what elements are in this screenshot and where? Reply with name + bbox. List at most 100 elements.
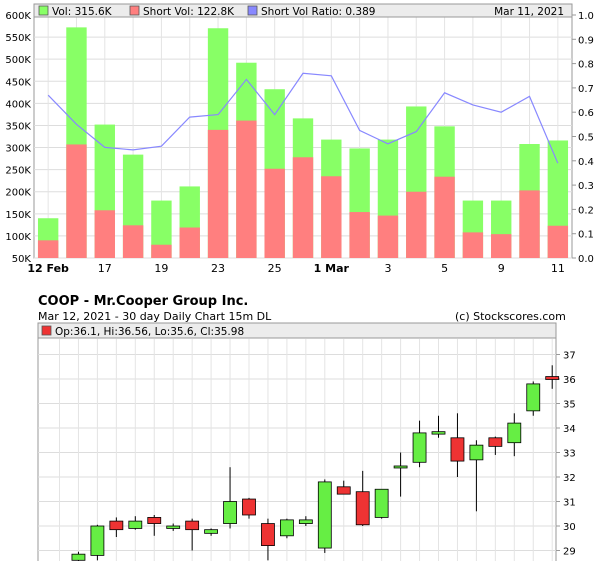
chart-credit: (c) Stockscores.com [455, 310, 566, 323]
candle-body [488, 437, 503, 447]
volume-x-tick-label: 9 [498, 262, 505, 275]
price-y-tick-label: 32 [563, 473, 576, 484]
ratio-y-tick-label: 0.5 [578, 133, 594, 144]
short-vol-bar [292, 157, 314, 258]
price-plot-area [37, 322, 557, 561]
price-y-tick-label: 36 [563, 375, 576, 386]
ratio-y-tick-label: 0.7 [578, 84, 594, 95]
candle-body [526, 383, 541, 412]
ratio-y-tick-label: 0.6 [578, 108, 594, 119]
volume-x-tick-label: 25 [268, 262, 282, 275]
candle-body [469, 444, 484, 461]
volume-y-tick-label: 150K [5, 210, 31, 221]
candle-body [355, 491, 370, 526]
candle-body [242, 498, 256, 516]
price-legend-label: Op:36.1, Hi:36.56, Lo:35.6, Cl:35.98 [55, 326, 244, 338]
candle-body [185, 520, 200, 531]
legend-swatch [129, 5, 140, 16]
short-vol-bar [264, 168, 285, 258]
price-legend-swatch [41, 325, 52, 336]
short-vol-bar [37, 240, 59, 258]
ratio-y-tick-label: 0.9 [578, 35, 594, 46]
price-y-tick-label: 30 [563, 522, 576, 533]
volume-chart: 50K 100K 150K 200K 250K 300K 350K 400K 450K 500K 5… [5, 3, 594, 275]
short-vol-bar [122, 225, 144, 258]
volume-x-tick-label: 1 Mar [314, 262, 350, 275]
ratio-y-tick-label: 0.3 [578, 181, 594, 192]
short-vol-bar [349, 212, 370, 258]
candle-body [374, 488, 389, 518]
short-vol-bar [321, 176, 342, 258]
price-y-tick-label: 29 [563, 547, 576, 558]
volume-x-tick-label: 5 [441, 262, 448, 275]
price-y-tick-label: 37 [563, 351, 576, 362]
short-vol-bar [94, 210, 115, 258]
volume-y-tick-label: 350K [5, 121, 31, 132]
short-vol-bar [179, 227, 200, 258]
candle-body [279, 519, 294, 537]
short-vol-bar [491, 234, 512, 258]
price-y-tick-label: 35 [563, 400, 576, 411]
price-y-tick-label: 33 [563, 449, 576, 460]
volume-y-tick-label: 600K [5, 11, 31, 22]
short-vol-bar [434, 176, 455, 258]
price-y-tick-label: 34 [563, 424, 576, 435]
short-vol-bar [519, 190, 540, 258]
candle-body [71, 553, 86, 561]
short-vol-bar [462, 232, 484, 258]
legend-label: Vol: 315.6K [52, 6, 113, 18]
short-vol-bar [547, 225, 569, 258]
candle-body [109, 520, 124, 531]
volume-x-tick-label: 12 Feb [27, 262, 69, 275]
volume-date-label: Mar 11, 2021 [494, 6, 564, 18]
short-vol-bar [406, 191, 427, 258]
candle-body [223, 501, 237, 524]
candle-body [204, 529, 219, 534]
volume-y-tick-label: 100K [5, 232, 31, 243]
ratio-y-tick-label: 0.1 [578, 230, 594, 241]
short-vol-bar [207, 129, 229, 258]
candle-body [545, 376, 560, 380]
ratio-y-tick-label: 0.4 [578, 157, 594, 168]
candle-body [128, 520, 143, 529]
legend-swatch [247, 5, 258, 16]
candle-body [412, 432, 427, 463]
volume-y-tick-label: 400K [5, 99, 31, 110]
volume-x-tick-label: 19 [154, 262, 168, 275]
ratio-y-tick-label: 1.0 [578, 11, 594, 22]
candle-body [166, 525, 181, 529]
volume-x-tick-label: 3 [384, 262, 391, 275]
ratio-y-tick-label: 0.2 [578, 205, 594, 216]
volume-x-tick-label: 17 [98, 262, 112, 275]
volume-y-tick-label: 50K [12, 254, 32, 265]
short-vol-bar [66, 144, 87, 258]
ratio-y-tick-label: 0.0 [578, 254, 594, 265]
volume-y-tick-label: 300K [5, 144, 31, 155]
candle-body [147, 517, 162, 524]
candle-body [507, 422, 522, 444]
price-legend-bar [37, 322, 557, 339]
candle-body [450, 437, 465, 462]
volume-y-tick-label: 450K [5, 77, 31, 88]
candle-body [336, 486, 351, 495]
volume-y-tick-label: 250K [5, 166, 31, 177]
ratio-y-tick-label: 0.8 [578, 60, 594, 71]
candle-body [431, 431, 446, 435]
short-vol-ratio-line [47, 72, 559, 164]
legend-label: Short Vol Ratio: 0.389 [261, 6, 375, 18]
price-y-tick-label: 31 [563, 498, 576, 509]
chart-title: COOP - Mr.Cooper Group Inc. [38, 294, 249, 309]
legend-swatch [38, 5, 49, 16]
volume-y-tick-label: 200K [5, 188, 31, 199]
volume-legend-bar [33, 3, 573, 18]
vol-bar [151, 200, 172, 258]
volume-x-tick-label: 23 [211, 262, 225, 275]
candle-body [393, 465, 408, 469]
volume-y-tick-label: 550K [5, 33, 31, 44]
short-vol-bar [377, 215, 399, 258]
legend-label: Short Vol: 122.8K [143, 6, 235, 18]
volume-x-tick-label: 11 [551, 262, 565, 275]
short-vol-bar [236, 120, 257, 258]
chart-subtitle: Mar 12, 2021 - 30 day Daily Chart 15m DL [38, 310, 272, 323]
